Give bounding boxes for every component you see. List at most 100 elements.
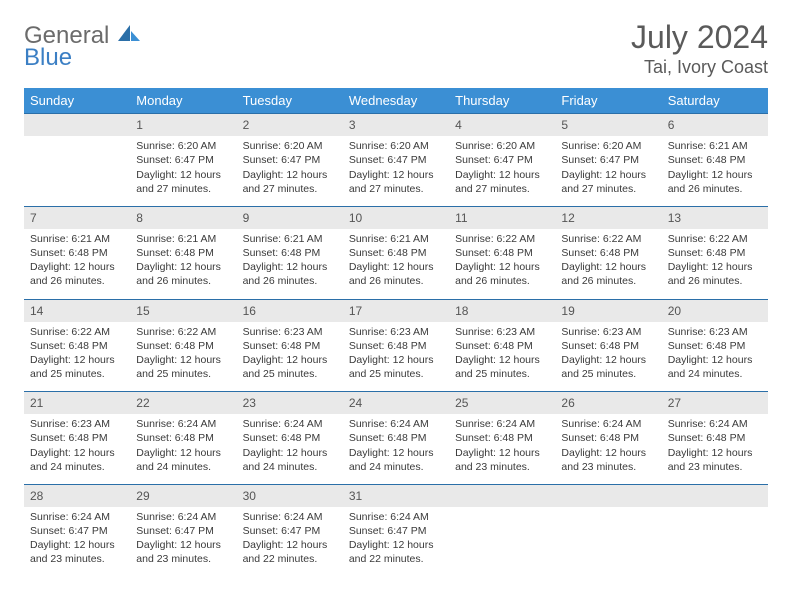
sunset-text: Sunset: 6:48 PM — [561, 432, 639, 444]
day-number-cell — [555, 484, 661, 507]
day-number-cell: 9 — [237, 206, 343, 229]
day-number-cell: 11 — [449, 206, 555, 229]
day-number-cell: 16 — [237, 299, 343, 322]
day-number-cell: 22 — [130, 392, 236, 415]
day-detail-cell: Sunrise: 6:23 AMSunset: 6:48 PMDaylight:… — [24, 414, 130, 484]
day-detail-cell — [555, 507, 661, 577]
day-detail-cell: Sunrise: 6:23 AMSunset: 6:48 PMDaylight:… — [662, 322, 768, 392]
day-detail-cell: Sunrise: 6:23 AMSunset: 6:48 PMDaylight:… — [449, 322, 555, 392]
day-detail-cell: Sunrise: 6:24 AMSunset: 6:48 PMDaylight:… — [130, 414, 236, 484]
day-number-cell: 18 — [449, 299, 555, 322]
weekday-header: Sunday — [24, 88, 130, 114]
daylight-text: Daylight: 12 hours and 24 minutes. — [243, 447, 328, 473]
day-number-cell: 23 — [237, 392, 343, 415]
daynum-row: 21222324252627 — [24, 392, 768, 415]
day-number-cell: 4 — [449, 114, 555, 137]
day-detail-cell — [449, 507, 555, 577]
day-detail-cell: Sunrise: 6:20 AMSunset: 6:47 PMDaylight:… — [130, 136, 236, 206]
daylight-text: Daylight: 12 hours and 27 minutes. — [349, 169, 434, 195]
weekday-header: Tuesday — [237, 88, 343, 114]
month-title: July 2024 — [631, 20, 768, 55]
day-number-cell: 26 — [555, 392, 661, 415]
day-number-cell: 25 — [449, 392, 555, 415]
logo: General Blue — [24, 20, 140, 70]
sunset-text: Sunset: 6:47 PM — [243, 525, 321, 537]
day-detail-cell: Sunrise: 6:22 AMSunset: 6:48 PMDaylight:… — [662, 229, 768, 299]
day-detail-cell: Sunrise: 6:24 AM Sunset: 6:48 PM Daylight:… — [555, 414, 661, 484]
daylight-text: Daylight: 12 hours and 27 minutes. — [136, 169, 221, 195]
daylight-text: Daylight: 12 hours and 27 minutes. — [243, 169, 328, 195]
sunrise-text: Sunrise: 6:24 AM — [455, 418, 535, 430]
day-number-cell — [24, 114, 130, 137]
sunset-text: Sunset: 6:48 PM — [136, 247, 214, 259]
day-number-cell: 21 — [24, 392, 130, 415]
daylight-text: Daylight: 12 hours and 24 minutes. — [136, 447, 221, 473]
sunset-text: Sunset: 6:48 PM — [30, 247, 108, 259]
daynum-row: 28293031 — [24, 484, 768, 507]
day-number-cell: 5 — [555, 114, 661, 137]
day-detail-cell: Sunrise: 6:20 AMSunset: 6:47 PMDaylight:… — [343, 136, 449, 206]
day-number-cell: 7 — [24, 206, 130, 229]
day-number-cell: 20 — [662, 299, 768, 322]
sunset-text: Sunset: 6:48 PM — [668, 154, 746, 166]
sunset-text: Sunset: 6:47 PM — [349, 154, 427, 166]
sunset-text: Sunset: 6:48 PM — [30, 340, 108, 352]
day-detail-cell: Sunrise: 6:24 AMSunset: 6:48 PMDaylight:… — [237, 414, 343, 484]
day-detail-cell: Sunrise: 6:22 AMSunset: 6:48 PMDaylight:… — [130, 322, 236, 392]
daylight-text: Daylight: 12 hours and 23 minutes. — [136, 539, 221, 565]
daynum-row: 14151617181920 — [24, 299, 768, 322]
day-detail-cell: Sunrise: 6:23 AMSunset: 6:48 PMDaylight:… — [555, 322, 661, 392]
sunset-text: Sunset: 6:48 PM — [349, 340, 427, 352]
day-detail-cell: Sunrise: 6:23 AMSunset: 6:48 PMDaylight:… — [237, 322, 343, 392]
logo-text-block: General Blue — [24, 24, 140, 70]
sunrise-text: Sunrise: 6:21 AM — [136, 233, 216, 245]
weekday-header: Wednesday — [343, 88, 449, 114]
sunrise-text: Sunrise: 6:23 AM — [243, 326, 323, 338]
calendar-table: SundayMondayTuesdayWednesdayThursdayFrid… — [24, 88, 768, 576]
sunset-text: Sunset: 6:47 PM — [243, 154, 321, 166]
day-detail-cell: Sunrise: 6:24 AMSunset: 6:47 PMDaylight:… — [343, 507, 449, 577]
day-number-cell — [449, 484, 555, 507]
day-number-cell: 19 — [555, 299, 661, 322]
daylight-text: Daylight: 12 hours and 23 minutes. — [30, 539, 115, 565]
daylight-text: Daylight: 12 hours and 22 minutes. — [243, 539, 328, 565]
day-number-cell: 15 — [130, 299, 236, 322]
day-detail-cell: Sunrise: 6:24 AMSunset: 6:47 PMDaylight:… — [237, 507, 343, 577]
sunset-text: Sunset: 6:47 PM — [455, 154, 533, 166]
sunrise-text: Sunrise: 6:20 AM — [136, 140, 216, 152]
sunset-text: Sunset: 6:48 PM — [136, 432, 214, 444]
detail-row: Sunrise: 6:21 AM Sunset: 6:48 PM Daylight:… — [24, 229, 768, 299]
sunrise-text: Sunrise: 6:22 AM — [561, 233, 641, 245]
daylight-text: Daylight: 12 hours and 24 minutes. — [349, 447, 434, 473]
daylight-text: Daylight: 12 hours and 26 minutes. — [561, 261, 646, 287]
sunset-text: Sunset: 6:48 PM — [668, 432, 746, 444]
daylight-text: Daylight: 12 hours and 23 minutes. — [561, 447, 646, 473]
sunset-text: Sunset: 6:48 PM — [455, 247, 533, 259]
day-number-cell: 17 — [343, 299, 449, 322]
daylight-text: Daylight: 12 hours and 25 minutes. — [30, 354, 115, 380]
sunrise-text: Sunrise: 6:22 AM — [455, 233, 535, 245]
day-number-cell — [662, 484, 768, 507]
day-number-cell: 14 — [24, 299, 130, 322]
day-number-cell: 6 — [662, 114, 768, 137]
logo-word-blue: Blue — [24, 46, 140, 70]
sunrise-text: Sunrise: 6:20 AM — [561, 140, 641, 152]
day-detail-cell: Sunrise: 6:21 AMSunset: 6:48 PMDaylight:… — [343, 229, 449, 299]
daylight-text: Daylight: 12 hours and 25 minutes. — [561, 354, 646, 380]
day-number-cell: 30 — [237, 484, 343, 507]
day-detail-cell: Sunrise: 6:22 AMSunset: 6:48 PMDaylight:… — [555, 229, 661, 299]
sunrise-text: Sunrise: 6:24 AM — [561, 418, 641, 430]
sunrise-text: Sunrise: 6:24 AM — [136, 511, 216, 523]
title-block: July 2024 Tai, Ivory Coast — [631, 20, 768, 78]
day-detail-cell: Sunrise: 6:24 AMSunset: 6:48 PMDaylight:… — [343, 414, 449, 484]
day-number-cell: 1 — [130, 114, 236, 137]
sunset-text: Sunset: 6:48 PM — [455, 340, 533, 352]
day-detail-cell: Sunrise: 6:22 AMSunset: 6:48 PMDaylight:… — [449, 229, 555, 299]
day-detail-cell — [24, 136, 130, 206]
sunset-text: Sunset: 6:47 PM — [349, 525, 427, 537]
daylight-text: Daylight: 12 hours and 26 minutes. — [668, 261, 753, 287]
sunset-text: Sunset: 6:47 PM — [30, 525, 108, 537]
day-number-cell: 13 — [662, 206, 768, 229]
day-detail-cell — [662, 507, 768, 577]
day-detail-cell: Sunrise: 6:21 AMSunset: 6:48 PMDaylight:… — [130, 229, 236, 299]
